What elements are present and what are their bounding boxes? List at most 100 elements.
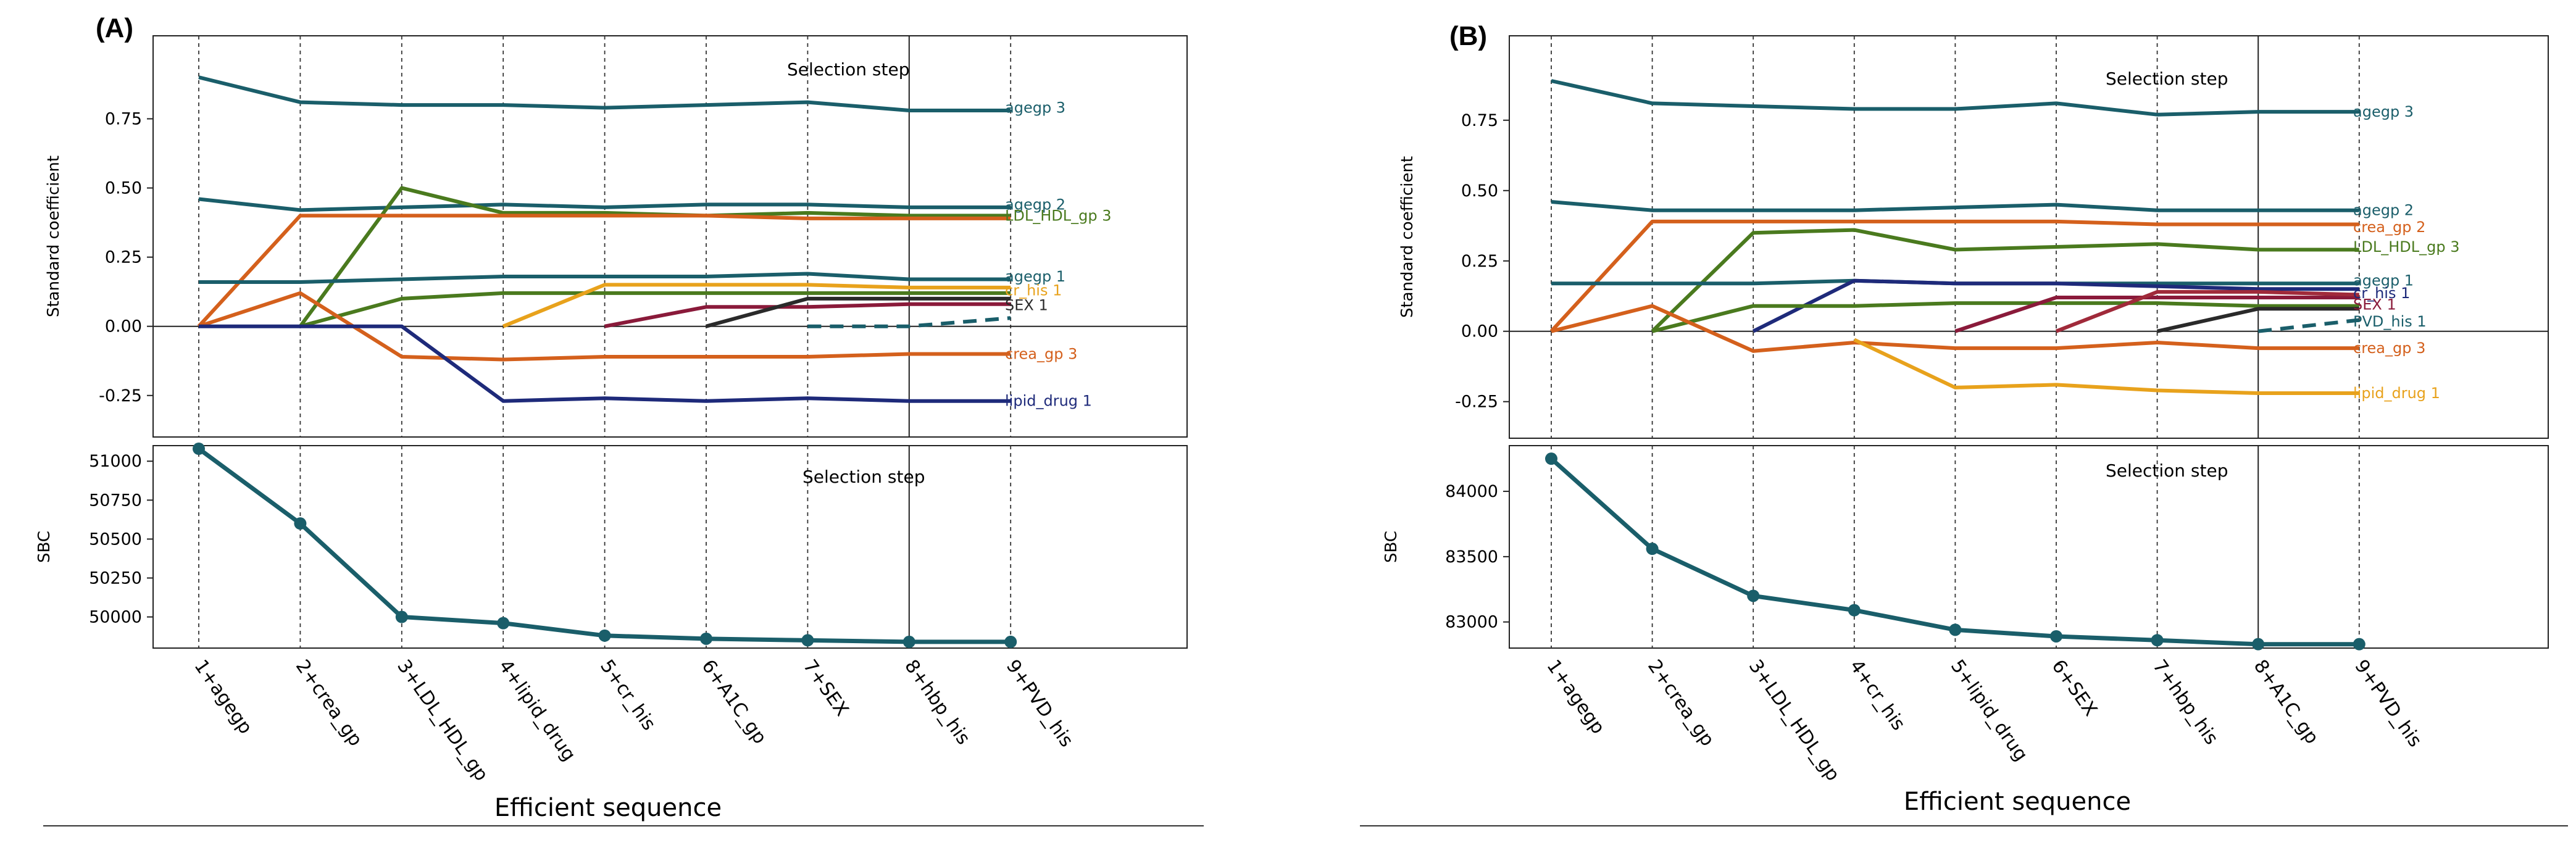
y-tick-label: 51000 bbox=[89, 452, 142, 471]
sbc-point bbox=[700, 632, 712, 645]
y-tick-label: -0.25 bbox=[1455, 393, 1498, 412]
sbc-point bbox=[395, 610, 408, 623]
panel-a: (A) -0.25 0.00 0.25 0.50 0.75 Standard coeffic… bbox=[35, 13, 1204, 826]
y-tick-label: 0.25 bbox=[1461, 252, 1498, 271]
y-tick-label: 50000 bbox=[89, 608, 142, 627]
x-category-label: 2+crea_gp bbox=[291, 656, 367, 751]
series-end-label: LDL_HDL_gp 3 bbox=[2353, 238, 2460, 256]
y-tick-label: 0.50 bbox=[1461, 181, 1498, 201]
sbc-point bbox=[2050, 630, 2062, 643]
series-end-label: PVD_his 1 bbox=[2353, 313, 2427, 330]
series-end-label: crea_gp 3 bbox=[1005, 346, 1077, 363]
x-category-label: 7+SEX bbox=[799, 656, 853, 720]
sbc-point bbox=[1949, 623, 1962, 636]
series-end-label: agegp 2 bbox=[2353, 202, 2414, 219]
series-line bbox=[199, 324, 1011, 403]
series-line bbox=[706, 296, 1011, 328]
y-axis-title: Standard coefficient bbox=[1398, 156, 1417, 318]
series-line bbox=[198, 75, 1011, 112]
sbc-point bbox=[2252, 638, 2265, 651]
series-end-label: LDL_HDL_gp 3 bbox=[1005, 207, 1112, 224]
x-category-label: 9+PVD_his bbox=[1002, 656, 1078, 751]
sbc-point bbox=[1848, 604, 1861, 617]
series-line bbox=[1853, 338, 2359, 395]
sbc-plot: 83000 83500 84000 SBC Selection step bbox=[1382, 445, 2549, 651]
x-category-label: 7+hbp_his bbox=[2148, 656, 2222, 749]
coefficient-plot-frame bbox=[152, 35, 1188, 438]
series-line bbox=[1954, 296, 2359, 333]
sbc-point bbox=[2353, 638, 2366, 651]
selection-step-label: Selection step bbox=[787, 59, 910, 80]
series-line bbox=[1651, 301, 2359, 333]
x-category-label: 6+SEX bbox=[2047, 656, 2101, 720]
x-axis-title: Efficient sequence bbox=[1904, 788, 2131, 816]
series-line bbox=[1549, 219, 2359, 333]
series-end-label: agegp 1 bbox=[1005, 268, 1065, 285]
series-line bbox=[1752, 278, 2359, 333]
sbc-point bbox=[1545, 452, 1557, 465]
x-category-label: 3+LDL_HDL_gp bbox=[1744, 656, 1844, 785]
y-tick-label: 0.00 bbox=[105, 317, 142, 336]
sbc-plot-frame bbox=[1509, 445, 2549, 649]
y-axis-title: Standard coefficient bbox=[44, 156, 63, 317]
series-line bbox=[1551, 304, 2359, 353]
selection-step-label: Selection step bbox=[2106, 69, 2228, 89]
series-end-label: crea_gp 3 bbox=[2353, 339, 2425, 357]
series-end-label: cr_his 1 bbox=[2353, 285, 2410, 302]
series-end-label: lipid_drug 1 bbox=[2353, 385, 2440, 402]
y-tick-label: 0.25 bbox=[105, 248, 142, 267]
y-tick-label: 50250 bbox=[89, 568, 142, 588]
coefficient-plot: -0.25 0.00 0.25 0.50 0.75 Standard coefficien… bbox=[44, 35, 1188, 438]
x-axis-title: Efficient sequence bbox=[494, 794, 722, 822]
coefficient-plot: -0.25 0.00 0.25 0.50 0.75 Standard coefficien… bbox=[1398, 35, 2549, 439]
series-line bbox=[502, 283, 1011, 328]
series-end-label: lipid_drug 1 bbox=[1005, 393, 1092, 410]
series-end-label: agegp 3 bbox=[2353, 103, 2414, 120]
series-line bbox=[2156, 307, 2359, 333]
y-tick-label: 0.50 bbox=[105, 179, 142, 198]
panel-label: (B) bbox=[1449, 21, 1487, 51]
y-tick-label: -0.25 bbox=[99, 386, 142, 406]
sbc-point bbox=[294, 517, 307, 530]
sbc-point bbox=[1747, 589, 1760, 602]
series-line bbox=[197, 214, 1011, 328]
series-end-label: agegp 1 bbox=[2353, 272, 2414, 289]
sbc-point bbox=[801, 634, 814, 647]
series-end-label: SEX 1 bbox=[2353, 296, 2396, 313]
sbc-point bbox=[497, 617, 510, 630]
sbc-plot: 50000 50250 50500 50750 51000 SBC Selection st… bbox=[35, 443, 1188, 649]
x-category-label: 5+cr_his bbox=[596, 656, 660, 734]
selection-step-label: Selection step bbox=[802, 467, 925, 487]
series-line bbox=[1651, 228, 2359, 333]
series-end-label: cr_his 1 bbox=[1005, 281, 1062, 299]
selection-step-label: Selection step bbox=[2106, 460, 2228, 481]
sbc-point bbox=[1004, 635, 1017, 648]
x-category-label: 6+A1C_gp bbox=[697, 656, 770, 748]
series-line bbox=[299, 291, 1011, 328]
x-category-label: 4+lipid_drug bbox=[494, 656, 580, 765]
x-category-label: 8+A1C_gp bbox=[2249, 656, 2323, 748]
panel-label: (A) bbox=[96, 13, 133, 43]
series-line bbox=[604, 302, 1011, 328]
series-line bbox=[1551, 200, 2359, 212]
sbc-point bbox=[598, 629, 611, 642]
y-tick-label: 50500 bbox=[89, 530, 142, 549]
series-line bbox=[2055, 289, 2359, 333]
series-end-label: agegp 2 bbox=[1005, 196, 1065, 213]
series-line bbox=[198, 291, 1011, 362]
sbc-axis-title: SBC bbox=[35, 531, 54, 563]
y-tick-label: 83500 bbox=[1445, 547, 1498, 567]
y-tick-label: 0.00 bbox=[1461, 322, 1498, 341]
series-line bbox=[199, 272, 1011, 284]
series-line bbox=[807, 316, 1011, 328]
x-category-label: 1+agegp bbox=[190, 656, 256, 738]
y-tick-label: 50750 bbox=[89, 491, 142, 510]
series-end-label: SEX 1 bbox=[1005, 297, 1048, 314]
panel-b: (B) -0.25 0.00 0.25 0.50 0.75 Standard coeffic… bbox=[1360, 21, 2568, 826]
x-category-label: 4+cr_his bbox=[1845, 656, 1909, 734]
sbc-axis-title: SBC bbox=[1382, 531, 1401, 563]
x-category-label: 2+crea_gp bbox=[1643, 656, 1719, 751]
series-end-label: crea_gp 2 bbox=[2353, 218, 2425, 236]
x-category-label: 3+LDL_HDL_gp bbox=[393, 656, 492, 785]
